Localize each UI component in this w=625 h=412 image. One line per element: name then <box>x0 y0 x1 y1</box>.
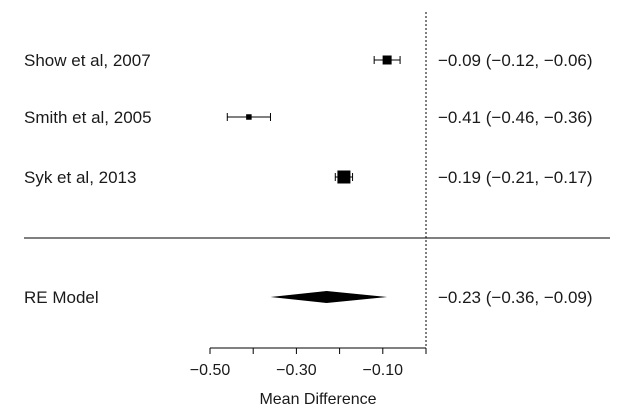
x-axis: −0.50 −0.30 −0.10 Mean Difference <box>190 347 427 408</box>
study-ci-text: −0.09 (−0.12, −0.06) <box>438 51 593 70</box>
x-tick-label: −0.10 <box>363 362 404 379</box>
study-label: Show et al, 2007 <box>24 51 151 70</box>
point-estimate <box>246 114 252 120</box>
x-ticks: −0.50 −0.30 −0.10 <box>190 348 427 379</box>
x-tick-label: −0.50 <box>190 362 231 379</box>
study-label: Smith et al, 2005 <box>24 108 152 127</box>
x-tick-label: −0.30 <box>276 362 317 379</box>
study-ci-text: −0.19 (−0.21, −0.17) <box>438 168 593 187</box>
study-label: Syk et al, 2013 <box>24 168 136 187</box>
point-estimate <box>382 55 392 65</box>
study-rows: Show et al, 2007 −0.09 (−0.12, −0.06) Smit… <box>24 51 593 187</box>
x-axis-title: Mean Difference <box>259 391 376 408</box>
point-estimate <box>337 170 351 184</box>
model-label: RE Model <box>24 288 99 307</box>
study-row: Smith et al, 2005 −0.41 (−0.46, −0.36) <box>24 108 593 127</box>
study-ci-text: −0.41 (−0.46, −0.36) <box>438 108 593 127</box>
study-row: Show et al, 2007 −0.09 (−0.12, −0.06) <box>24 51 593 70</box>
study-row: Syk et al, 2013 −0.19 (−0.21, −0.17) <box>24 168 593 187</box>
model-row: RE Model −0.23 (−0.36, −0.09) <box>24 288 593 307</box>
model-ci-text: −0.23 (−0.36, −0.09) <box>438 288 593 307</box>
model-diamond <box>270 291 388 303</box>
